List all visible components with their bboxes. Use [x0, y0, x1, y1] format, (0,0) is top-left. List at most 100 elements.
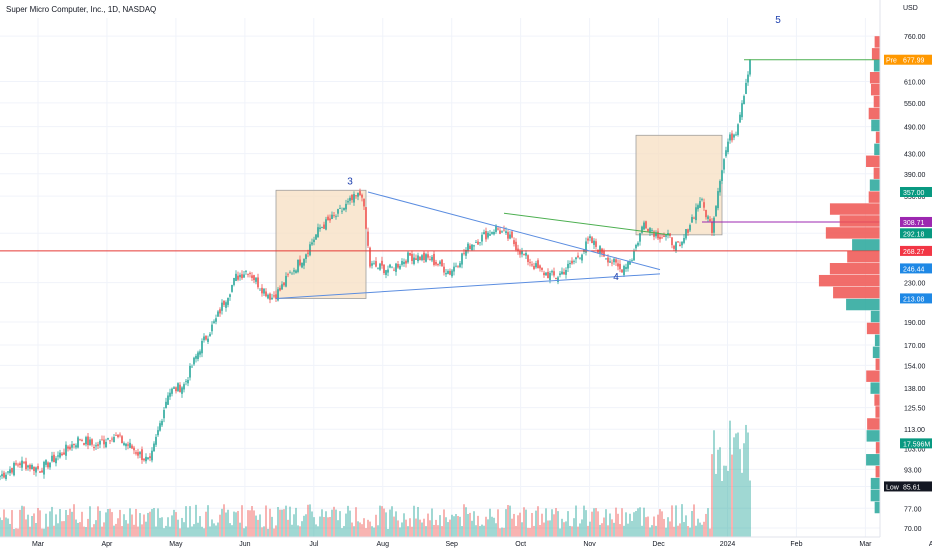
candle-body	[413, 257, 415, 264]
volume-bar	[289, 506, 291, 537]
volume-bar	[287, 519, 289, 537]
candle-body	[507, 232, 509, 239]
candle-body	[445, 273, 447, 275]
candle-body	[49, 462, 51, 468]
volume-bar	[527, 527, 529, 537]
volume-bar	[563, 522, 565, 537]
volume-bar	[465, 507, 467, 537]
volume-bar	[39, 510, 41, 537]
candle-body	[379, 263, 381, 270]
candle-body	[493, 231, 495, 235]
candle-body	[89, 439, 91, 446]
candle-body	[243, 274, 245, 278]
candle-body	[549, 272, 551, 281]
volume-bar	[327, 517, 329, 537]
candle-body	[489, 234, 491, 236]
candle-body	[75, 445, 77, 448]
volume-bar	[79, 522, 81, 537]
volume-bar	[493, 517, 495, 537]
y-tick-label: 490.00	[904, 125, 926, 132]
volume-bar	[195, 504, 197, 537]
volume-bar	[739, 449, 741, 537]
volume-bar	[487, 519, 489, 537]
candle-body	[717, 191, 719, 209]
candle-body	[475, 242, 477, 244]
candle-body	[535, 263, 537, 268]
volume-bar	[437, 525, 439, 537]
candle-body	[573, 260, 575, 262]
volume-bar	[299, 526, 301, 537]
volume-bar	[3, 509, 5, 537]
candle-body	[453, 266, 455, 272]
volume-profile-bar	[867, 418, 880, 430]
candle-body	[459, 263, 461, 268]
y-tick-label: 170.00	[904, 343, 926, 350]
volume-bar	[639, 507, 641, 537]
volume-bar	[429, 520, 431, 537]
volume-bar	[727, 470, 729, 537]
candle-body	[329, 218, 331, 221]
volume-bar	[87, 518, 89, 537]
volume-bar	[19, 509, 21, 537]
candle-body	[93, 447, 95, 449]
candle-body	[319, 227, 321, 230]
volume-bar	[729, 420, 731, 537]
volume-bar	[695, 525, 697, 537]
volume-bar	[307, 504, 309, 537]
candle-body	[65, 444, 67, 456]
candle-body	[261, 287, 263, 294]
volume-bar	[391, 506, 393, 537]
volume-bar	[643, 507, 645, 537]
candle-body	[363, 198, 365, 207]
candle-body	[117, 434, 119, 438]
volume-bar	[399, 527, 401, 537]
candle-body	[253, 275, 255, 281]
volume-bar	[633, 512, 635, 537]
volume-bar	[13, 528, 15, 537]
candle-body	[11, 468, 13, 473]
candle-body	[297, 259, 299, 272]
candle-body	[119, 434, 121, 436]
candle-body	[225, 302, 227, 308]
candle-body	[27, 465, 29, 468]
volume-bar	[735, 433, 737, 537]
volume-bar	[669, 521, 671, 537]
price-label-text: 246.44	[903, 266, 925, 273]
volume-profile-bar	[847, 251, 880, 263]
volume-bar	[445, 517, 447, 537]
candle-body	[433, 253, 435, 265]
candle-body	[347, 201, 349, 203]
candle-body	[145, 456, 147, 462]
candle-body	[315, 234, 317, 240]
candle-body	[185, 380, 187, 382]
candle-body	[365, 207, 367, 229]
volume-bar	[11, 510, 13, 537]
candle-body	[133, 447, 135, 451]
candle-body	[607, 257, 609, 263]
volume-bar	[597, 511, 599, 537]
volume-bar	[97, 506, 99, 537]
candle-body	[257, 277, 259, 288]
candle-body	[299, 259, 301, 266]
candle-body	[35, 467, 37, 473]
volume-bar	[711, 454, 713, 537]
volume-bar	[559, 528, 561, 537]
volume-bar	[497, 509, 499, 537]
volume-bar	[467, 514, 469, 537]
volume-bar	[1, 520, 3, 537]
volume-profile-bar	[829, 263, 880, 275]
volume-bar	[477, 515, 479, 537]
volume-bar	[305, 514, 307, 537]
candle-body	[39, 471, 41, 473]
volume-profile-bar	[870, 310, 880, 323]
volume-bar	[369, 521, 371, 537]
candle-body	[335, 216, 337, 218]
volume-bar	[315, 524, 317, 537]
candle-body	[267, 294, 269, 299]
volume-bar	[129, 508, 131, 537]
candle-body	[429, 259, 431, 261]
volume-bar	[185, 506, 187, 537]
candle-body	[135, 452, 137, 454]
candle-body	[611, 262, 613, 264]
